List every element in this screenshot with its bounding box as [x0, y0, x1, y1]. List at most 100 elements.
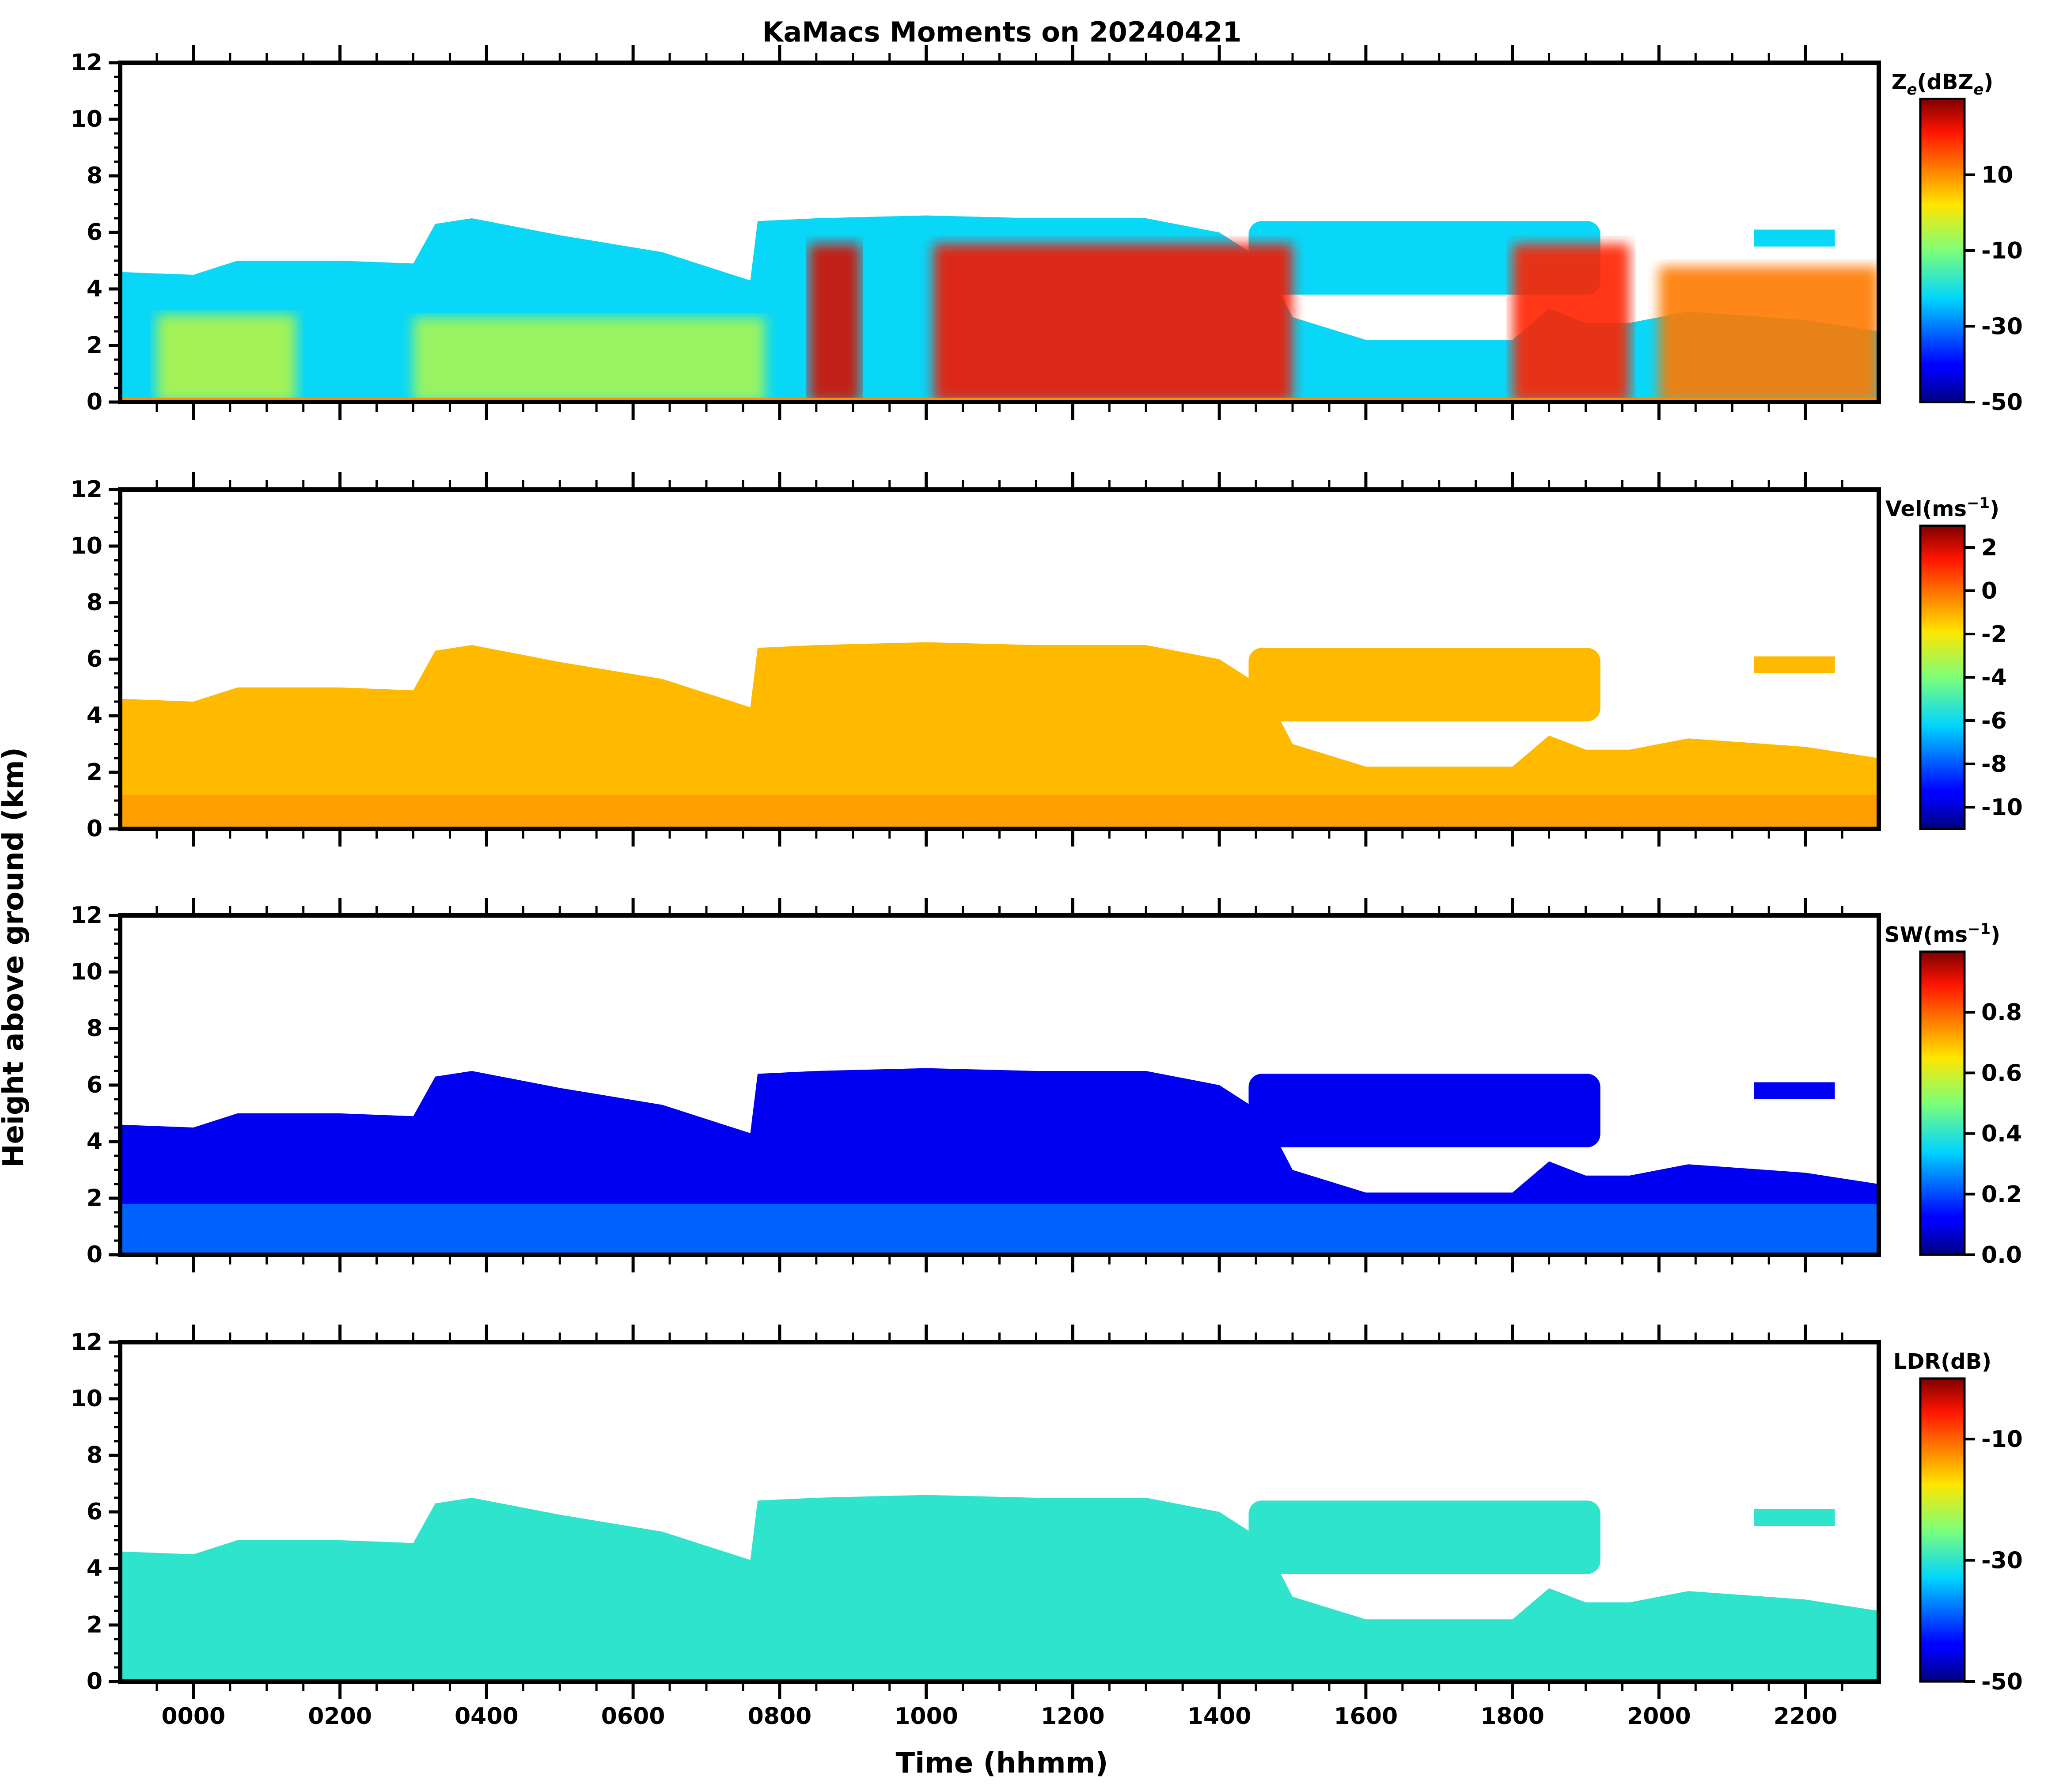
radar-field: [120, 642, 1879, 829]
y-tick-label: 8: [87, 1015, 102, 1042]
panel-ze: 0 2 4 6 8 10 12 10 -10 -30 -50 Ze(dBZe): [71, 45, 2023, 420]
echo-upper-layer: [1248, 1074, 1600, 1147]
echo-main: [120, 1495, 1879, 1682]
y-tick-label: 10: [71, 106, 102, 133]
y-tick-label: 10: [71, 533, 102, 559]
y-tick-label: 12: [71, 49, 102, 76]
echo-main: [120, 642, 1879, 829]
y-tick-label: 2: [87, 759, 102, 786]
y-tick-label: 2: [87, 332, 102, 359]
colorbar-tick-label: 2: [1981, 535, 1997, 561]
echo-upper-layer: [1248, 648, 1600, 721]
echo-isolated: [1754, 229, 1835, 247]
x-axis-label: Time (hhmm): [896, 1747, 1108, 1780]
y-tick-label: 6: [87, 1072, 102, 1098]
x-tick-label: 1800: [1480, 1703, 1544, 1730]
colorbar-gradient: [1919, 98, 1966, 403]
y-tick-label: 4: [87, 276, 102, 302]
chart-title: KaMacs Moments on 20240421: [762, 16, 1241, 48]
colorbar-tick-label: -50: [1981, 1669, 2023, 1695]
y-tick-label: 4: [87, 1555, 102, 1582]
colorbar-label: Ze(dBZe): [1892, 70, 1994, 99]
x-tick-label: 0000: [162, 1703, 226, 1730]
colorbar-tick-label: -8: [1981, 751, 2007, 778]
colorbar-tick-label: 0.8: [1981, 999, 2022, 1026]
echo-isolated: [1754, 656, 1835, 673]
echo-low-layer: [120, 795, 1879, 829]
colorbar-tick-label: -2: [1981, 621, 2007, 648]
y-tick-label: 6: [87, 1499, 102, 1525]
echo-isolated: [1754, 1509, 1835, 1526]
y-tick-label: 4: [87, 1128, 102, 1155]
x-tick-label: 0400: [455, 1703, 519, 1730]
colorbar-gradient: [1919, 524, 1966, 830]
x-tick-label: 2200: [1774, 1703, 1838, 1730]
y-tick-label: 2: [87, 1612, 102, 1638]
radar-field: [120, 1495, 1879, 1682]
y-tick-label: 0: [87, 1241, 102, 1268]
y-tick-label: 12: [71, 1329, 102, 1355]
colorbar-tick-label: -30: [1981, 314, 2023, 340]
y-tick-label: 8: [87, 589, 102, 616]
colorbar: 0.8 0.6 0.4 0.2 0.0 SW(ms−1): [1885, 920, 2022, 1268]
echo-upper-layer: [1248, 1500, 1600, 1574]
y-tick-label: 0: [87, 1668, 102, 1695]
radar-field: [120, 1068, 1879, 1255]
panel-vel: 0 2 4 6 8 10 12 2 0 -2 -4 -6 -8 -10 Vel(ms−1): [71, 472, 2023, 847]
colorbar-tick-label: 0: [1981, 578, 1997, 604]
y-tick-label: 8: [87, 1442, 102, 1469]
colorbar-label: Vel(ms−1): [1885, 494, 1999, 521]
x-tick-label: 0200: [308, 1703, 372, 1730]
y-tick-label: 0: [87, 816, 102, 842]
x-tick-label: 0800: [748, 1703, 812, 1730]
echo-core: [156, 314, 296, 402]
y-tick-label: 2: [87, 1185, 102, 1211]
colorbar-gradient: [1919, 950, 1966, 1256]
colorbar-tick-label: -6: [1981, 708, 2007, 734]
panel-sw: 0 2 4 6 8 10 12 0.8 0.6 0.4 0.2 0.0 SW(ms−1): [71, 898, 2022, 1272]
colorbar-label: SW(ms−1): [1885, 920, 2000, 947]
colorbar: 2 0 -2 -4 -6 -8 -10 Vel(ms−1): [1885, 494, 2023, 830]
y-axis-label: Height above ground (km): [0, 747, 30, 1168]
y-tick-label: 12: [71, 902, 102, 929]
y-tick-label: 4: [87, 702, 102, 729]
colorbar-label: LDR(dB): [1893, 1349, 1991, 1374]
echo-core: [933, 243, 1293, 402]
colorbar-tick-label: 0.2: [1981, 1181, 2022, 1208]
panel-ldr: 0 2 4 6 8 10 12 0000 0200 0400 0600 0800 1000 1200 140…: [71, 1325, 2023, 1730]
colorbar-tick-label: -10: [1981, 238, 2023, 264]
colorbar-tick-label: -30: [1981, 1548, 2023, 1574]
radar-field: [120, 215, 1879, 402]
echo-core: [809, 243, 861, 402]
x-tick-label: 1200: [1041, 1703, 1105, 1730]
colorbar-tick-label: 10: [1981, 162, 2013, 189]
x-tick-label: 0600: [601, 1703, 665, 1730]
y-tick-label: 10: [71, 959, 102, 985]
y-tick-label: 0: [87, 389, 102, 415]
x-tick-label: 1600: [1334, 1703, 1398, 1730]
y-tick-label: 6: [87, 646, 102, 672]
colorbar-tick-label: 0.0: [1981, 1242, 2022, 1268]
y-tick-label: 6: [87, 219, 102, 246]
echo-low-layer: [120, 1204, 1879, 1255]
echo-core: [1512, 243, 1630, 402]
colorbar-tick-label: -10: [1981, 1426, 2023, 1453]
x-tick-label: 1400: [1187, 1703, 1251, 1730]
colorbar-tick-label: 0.4: [1981, 1121, 2022, 1147]
y-tick-label: 10: [71, 1386, 102, 1412]
echo-isolated: [1754, 1082, 1835, 1099]
colorbar-tick-label: -10: [1981, 794, 2023, 821]
x-tick-label: 2000: [1627, 1703, 1691, 1730]
colorbar: -10 -30 -50 LDR(dB): [1893, 1349, 2023, 1695]
echo-core: [413, 317, 765, 402]
colorbar-gradient: [1919, 1377, 1966, 1683]
colorbar-tick-label: -50: [1981, 389, 2023, 416]
x-tick-label: 1000: [894, 1703, 958, 1730]
y-tick-label: 8: [87, 163, 102, 189]
colorbar: 10 -10 -30 -50 Ze(dBZe): [1892, 70, 2023, 416]
colorbar-tick-label: -4: [1981, 664, 2007, 691]
colorbar-tick-label: 0.6: [1981, 1060, 2022, 1086]
echo-core: [1659, 266, 1879, 402]
y-tick-label: 12: [71, 476, 102, 503]
